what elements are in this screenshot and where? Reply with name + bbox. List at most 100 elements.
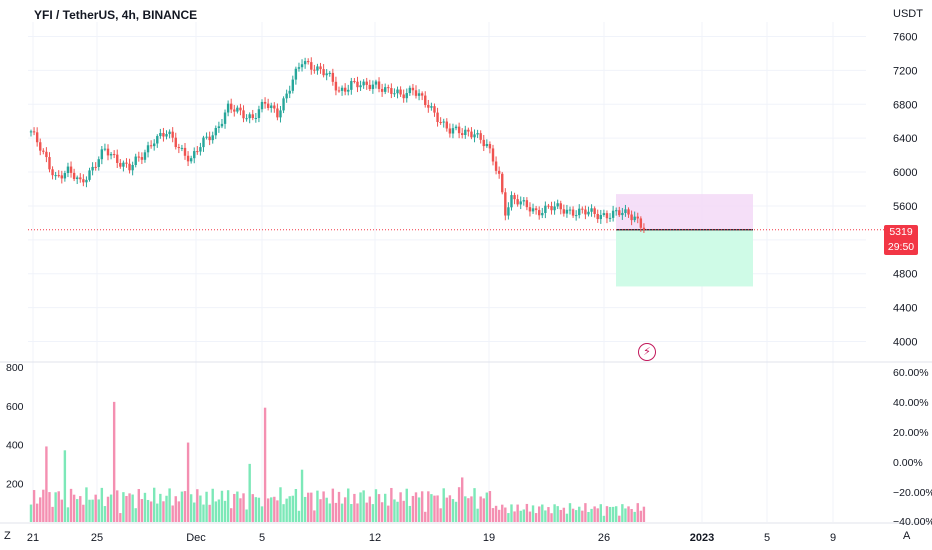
auto-scale-button[interactable]: A <box>903 530 911 542</box>
candle-body <box>633 216 636 221</box>
volume-bar <box>599 504 602 522</box>
volume-bar <box>618 515 621 522</box>
volume-tick-label: 400 <box>6 440 24 452</box>
candle-body <box>257 109 261 118</box>
volume-bar <box>494 505 498 522</box>
volume-bar <box>285 498 288 522</box>
candle-body <box>143 152 147 160</box>
volume-bar <box>334 502 338 522</box>
volume-bar <box>97 499 100 522</box>
candle-body <box>562 209 566 214</box>
volume-bar <box>57 491 60 522</box>
candle-body <box>390 88 393 94</box>
candle-body <box>303 61 307 65</box>
candle-body <box>100 149 104 160</box>
volume-bar <box>245 509 248 522</box>
candle-body <box>457 126 461 134</box>
candle-body <box>362 81 365 86</box>
price-tick-label: 4000 <box>893 337 917 349</box>
timezone-button[interactable]: Z <box>4 530 11 542</box>
chart-title: YFI / TetherUS, 4h, BINANCE <box>34 8 198 22</box>
candle-body <box>439 121 442 123</box>
volume-bar <box>288 496 291 522</box>
candle-body <box>291 79 294 91</box>
candle-body <box>131 164 134 171</box>
candle-body <box>636 216 639 219</box>
candle-body <box>590 208 593 212</box>
candle-body <box>571 209 575 216</box>
candle-body <box>186 155 190 162</box>
volume-bar <box>587 512 590 522</box>
volume-bar <box>122 492 125 522</box>
candle-body <box>85 179 88 183</box>
volume-bar <box>162 501 165 522</box>
candle-body <box>513 195 516 200</box>
x-tick-label: 2023 <box>690 532 714 544</box>
volume-bar <box>547 507 550 522</box>
candle-body <box>454 126 458 129</box>
volume-bar <box>137 489 140 522</box>
volume-bar <box>550 513 553 522</box>
volume-bar <box>571 508 575 522</box>
volume-bar <box>303 496 307 522</box>
x-tick-label: Dec <box>186 532 206 544</box>
candle-body <box>273 105 276 109</box>
candle-body <box>128 163 131 171</box>
volume-bar <box>32 490 36 522</box>
candle-body <box>223 112 227 124</box>
volume-bar <box>106 496 110 522</box>
volume-bar <box>165 495 168 522</box>
volume-bar <box>313 510 316 522</box>
volume-bar <box>414 492 418 522</box>
volume-bar <box>103 506 107 522</box>
volume-bar <box>630 508 633 522</box>
candle-body <box>436 112 439 122</box>
candle-body <box>177 147 181 149</box>
candle-body <box>63 173 67 179</box>
volume-bar <box>180 491 184 522</box>
volume-bar <box>263 407 267 522</box>
price-tick-label: 6400 <box>893 133 917 145</box>
candle-body <box>251 114 254 119</box>
volume-bar <box>140 499 144 522</box>
percent-tick-label: 0.00% <box>893 457 923 469</box>
candle-body <box>359 85 362 88</box>
volume-bar <box>356 503 359 522</box>
volume-bar <box>79 496 82 522</box>
volume-bar <box>633 511 636 522</box>
candle-body <box>491 148 495 162</box>
volume-bar <box>374 489 378 522</box>
volume-bar <box>368 496 371 522</box>
candle-body <box>374 81 378 85</box>
candle-body <box>541 213 544 216</box>
percent-tick-label: −20.00% <box>893 487 932 499</box>
current-price-value: 5319 <box>889 226 913 238</box>
candle-body <box>519 201 522 205</box>
candle-body <box>42 150 45 152</box>
volume-bar <box>497 509 501 522</box>
chart-grid <box>0 22 932 524</box>
candle-body <box>343 87 347 92</box>
volume-bar <box>559 509 562 522</box>
candle-body <box>467 129 470 132</box>
volume-bar <box>507 513 510 522</box>
candle-body <box>476 133 479 135</box>
candle-body <box>504 192 507 216</box>
candle-body <box>578 208 581 216</box>
candle-body <box>461 133 464 135</box>
volume-bar <box>436 495 439 522</box>
volume-bar <box>45 446 48 522</box>
volume-bar <box>183 491 187 522</box>
volume-bar <box>538 506 541 522</box>
volume-bar <box>584 503 587 522</box>
candle-body <box>91 166 94 171</box>
chart-axes: 2125Dec512192620235940004400480052005600… <box>6 8 932 544</box>
price-tick-label: 4800 <box>893 269 917 281</box>
candle-body <box>445 121 448 129</box>
candle-body <box>408 87 412 94</box>
candle-body <box>501 173 504 193</box>
candlesticks <box>29 57 646 233</box>
volume-bar <box>51 506 54 522</box>
lightning-alert-icon[interactable]: ⚡ <box>638 343 656 361</box>
